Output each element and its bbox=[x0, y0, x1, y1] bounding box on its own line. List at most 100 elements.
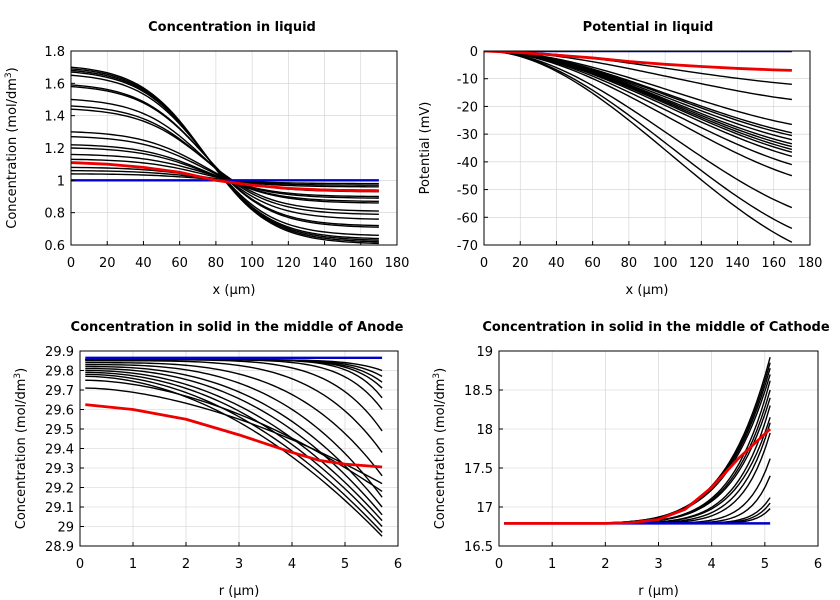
y-tick-label: 29.6 bbox=[45, 404, 74, 419]
series-line-2 bbox=[71, 68, 379, 243]
x-tick-label: 0 bbox=[67, 256, 75, 271]
plot-frame bbox=[483, 50, 811, 246]
chart-panel-conc-liquid: 0 20 40 60 80 100 120 140 160 180 0.6 0.8 1 1.2 1.4 1.6… bbox=[4, 20, 409, 298]
y-tick-label: -40 bbox=[457, 156, 478, 171]
x-tick-label: 80 bbox=[208, 256, 225, 271]
x-tick-label: 140 bbox=[312, 256, 337, 271]
y-tick-label: 1 bbox=[57, 174, 65, 189]
x-tick-label: 80 bbox=[621, 256, 638, 271]
x-tick-label: 5 bbox=[761, 557, 769, 572]
chart-title: Concentration in liquid bbox=[148, 20, 316, 35]
y-tick-label: -10 bbox=[457, 73, 478, 88]
x-tick-label: 20 bbox=[99, 256, 116, 271]
x-tick-label: 6 bbox=[814, 557, 822, 572]
series-line-14 bbox=[504, 497, 771, 525]
y-tick-label: -70 bbox=[457, 239, 478, 254]
series-line-9 bbox=[71, 105, 379, 215]
x-tick-label: 2 bbox=[182, 557, 190, 572]
x-tick-label: 160 bbox=[761, 256, 786, 271]
x-tick-label: 60 bbox=[584, 256, 601, 271]
series-line-1 bbox=[504, 357, 771, 525]
series-line-6 bbox=[504, 389, 771, 525]
series-line-16 bbox=[85, 375, 383, 537]
x-tick-label: 1 bbox=[548, 557, 556, 572]
x-tick-label: 1 bbox=[129, 557, 137, 572]
plot-area bbox=[504, 357, 772, 525]
y-tick-label: 19 bbox=[476, 345, 493, 360]
x-tick-label: 0 bbox=[495, 557, 503, 572]
chart-panel-conc-solid-anode: 0 1 2 3 4 5 6 28.9 29 29.1 29.2 29.3 29.4 29.5 29.6 29.… bbox=[13, 320, 404, 599]
y-tick-label: 29.4 bbox=[45, 443, 74, 458]
y-tick-label: -60 bbox=[457, 211, 478, 226]
y-tick-label: 17.5 bbox=[464, 462, 493, 477]
x-axis-label: x (μm) bbox=[626, 283, 669, 298]
x-axis-label: r (μm) bbox=[638, 584, 679, 599]
y-tick-label: -30 bbox=[457, 128, 478, 143]
series-line-2 bbox=[484, 51, 793, 230]
x-axis-label: r (μm) bbox=[219, 584, 260, 599]
highlighted-series-line bbox=[71, 161, 379, 193]
y-tick-label: 29.2 bbox=[45, 482, 74, 497]
y-tick-label: 29.7 bbox=[45, 384, 74, 399]
y-tick-label: 18.5 bbox=[464, 384, 493, 399]
y-tick-label: -50 bbox=[457, 184, 478, 199]
series-line-18 bbox=[85, 387, 383, 485]
y-tick-label: 29.3 bbox=[45, 462, 74, 477]
series-line-5 bbox=[504, 380, 771, 525]
series-line-6 bbox=[484, 51, 793, 157]
series-line-9 bbox=[484, 51, 793, 148]
series-line-14 bbox=[85, 371, 383, 527]
series-line-10 bbox=[85, 363, 383, 498]
x-tick-label: 0 bbox=[480, 256, 488, 271]
series-line-11 bbox=[85, 365, 383, 508]
y-axis-label: Potential (mV) bbox=[418, 102, 433, 195]
plot-area bbox=[484, 51, 793, 243]
x-tick-label: 2 bbox=[601, 557, 609, 572]
highlighted-series-line bbox=[504, 427, 772, 525]
x-tick-label: 180 bbox=[385, 256, 410, 271]
chart-panel-conc-solid-cathode: 0 1 2 3 4 5 6 16.5 17 17.5 18 18.5 19 Concentration i… bbox=[432, 320, 830, 599]
x-tick-label: 120 bbox=[276, 256, 301, 271]
series-line-3 bbox=[484, 51, 793, 209]
y-tick-label: 29 bbox=[57, 521, 74, 536]
series-line-11 bbox=[71, 131, 379, 204]
x-tick-label: 40 bbox=[548, 256, 565, 271]
series-line-9 bbox=[85, 362, 383, 477]
series-line-5 bbox=[71, 74, 379, 236]
series-line-9 bbox=[504, 417, 771, 525]
x-tick-label: 160 bbox=[348, 256, 373, 271]
x-axis-label: x (μm) bbox=[213, 283, 256, 298]
highlighted-series-line bbox=[484, 51, 792, 72]
series-line-8 bbox=[71, 98, 379, 220]
series-line-1 bbox=[484, 51, 793, 243]
x-tick-label: 4 bbox=[708, 557, 716, 572]
y-tick-label: 1.4 bbox=[44, 110, 65, 125]
y-tick-label: 29.1 bbox=[45, 501, 74, 516]
y-axis-label: Concentration (mol/dm3) bbox=[432, 368, 448, 530]
x-tick-label: 120 bbox=[689, 256, 714, 271]
y-tick-label: 29.5 bbox=[45, 423, 74, 438]
y-tick-label: 29.8 bbox=[45, 365, 74, 380]
y-tick-label: 17 bbox=[476, 501, 493, 516]
x-tick-label: 6 bbox=[394, 557, 402, 572]
series-line-7 bbox=[85, 359, 383, 432]
y-tick-label: 0.6 bbox=[44, 239, 65, 254]
x-tick-label: 20 bbox=[512, 256, 529, 271]
x-tick-label: 40 bbox=[135, 256, 152, 271]
y-tick-label: 0.8 bbox=[44, 207, 65, 222]
y-tick-label: 0 bbox=[470, 45, 478, 60]
y-tick-label: -20 bbox=[457, 100, 478, 115]
highlighted-series-line bbox=[85, 403, 383, 469]
x-tick-label: 100 bbox=[240, 256, 265, 271]
x-tick-label: 3 bbox=[235, 557, 243, 572]
series-line-10 bbox=[504, 422, 771, 525]
x-tick-label: 3 bbox=[654, 557, 662, 572]
x-tick-label: 100 bbox=[653, 256, 678, 271]
y-tick-label: 18 bbox=[476, 423, 493, 438]
y-tick-label: 16.5 bbox=[464, 540, 493, 555]
series-line-17 bbox=[85, 379, 383, 492]
x-tick-label: 60 bbox=[171, 256, 188, 271]
x-tick-label: 140 bbox=[725, 256, 750, 271]
y-tick-label: 1.6 bbox=[44, 77, 65, 92]
